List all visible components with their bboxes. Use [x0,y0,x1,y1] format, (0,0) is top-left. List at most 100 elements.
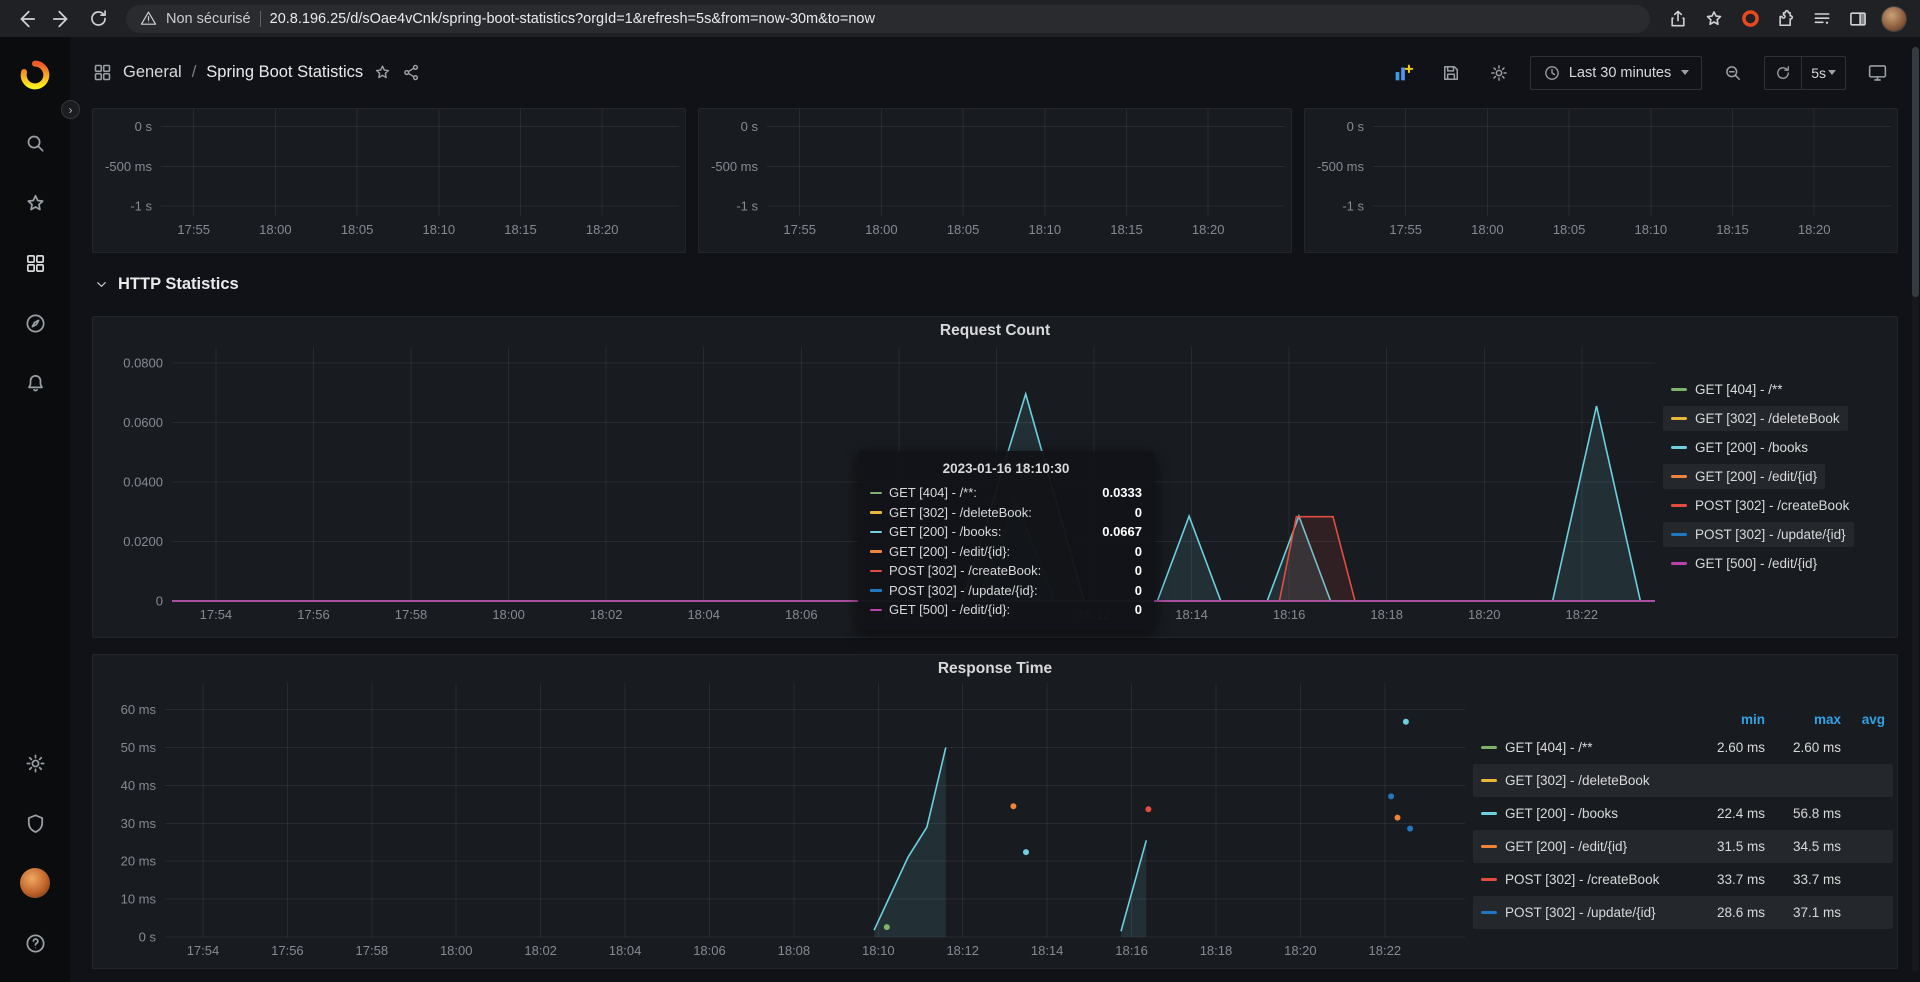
kiosk-mode-button[interactable] [1860,56,1894,90]
legend-table-row[interactable]: GET [404] - /** 2.60 ms 2.60 ms [1473,731,1893,764]
column-header-max[interactable]: max [1813,711,1841,727]
adblock-extension-button[interactable] [1734,3,1766,35]
column-header-avg[interactable]: avg [1861,711,1885,727]
series-color-marker [1671,446,1687,449]
sidebar-item-help[interactable] [0,913,70,973]
scrollbar-thumb[interactable] [1912,47,1919,297]
tooltip-series-label: GET [200] - /edit/{id}: [889,543,1011,559]
legend-item[interactable]: POST [302] - /createBook [1663,493,1857,518]
adblock-extension-icon [1741,10,1759,27]
share-dashboard-icon[interactable] [402,63,421,82]
dashboard-scroll-area[interactable]: 17:55 18:00 18:05 18:10 18:15 18:20 0 s -500 ms… [70,108,1920,982]
svg-text:18:15: 18:15 [1110,222,1143,237]
legend-table-row[interactable]: GET [200] - /edit/{id} 31.5 ms 34.5 ms [1473,830,1893,863]
svg-text:18:22: 18:22 [1566,607,1599,622]
time-range-picker[interactable]: Last 30 minutes [1529,55,1703,90]
sidebar-item-configuration[interactable] [0,733,70,793]
tooltip-series-value: 0 [1134,543,1142,559]
cut-chart-1[interactable]: 17:55 18:00 18:05 18:10 18:15 18:20 0 s -500 ms… [93,109,685,252]
breadcrumb-folder[interactable]: General [123,63,182,81]
panel-cut-1[interactable]: 17:55 18:00 18:05 18:10 18:15 18:20 0 s -500 ms… [92,108,686,253]
side-panel-button[interactable] [1842,3,1874,35]
add-panel-button[interactable] [1386,56,1420,90]
browser-reload-button[interactable] [82,3,114,35]
svg-text:17:58: 17:58 [395,607,428,622]
topnav-actions: Last 30 minutes 5s [1386,55,1894,90]
svg-text:18:22: 18:22 [1369,943,1402,958]
page-url[interactable]: 20.8.196.25/d/sOae4vCnk/spring-boot-stat… [269,10,875,27]
breadcrumb-dashboard-title[interactable]: Spring Boot Statistics [206,63,364,81]
sidebar-item-profile[interactable] [0,853,70,913]
favorite-star-icon[interactable] [373,63,392,82]
response-time-chart[interactable]: 17:54 17:56 17:58 18:00 18:02 18:04 18:06 18:08… [97,683,1473,962]
sidebar-item-dashboards[interactable] [0,233,70,293]
legend-item[interactable]: POST [302] - /update/{id} [1663,522,1854,547]
response-time-body: 17:54 17:56 17:58 18:00 18:02 18:04 18:06 18:08… [97,683,1893,962]
cut-chart-3[interactable]: 17:55 18:00 18:05 18:10 18:15 18:20 0 s -500 ms… [1305,109,1897,252]
url-bar[interactable]: Non sécurisé 20.8.196.25/d/sOae4vCnk/spr… [126,4,1650,33]
reading-list-button[interactable] [1806,3,1838,35]
series-color-marker [1671,475,1687,478]
tooltip-rows: GET [404] - /**: 0.0333 GET [302] - /delet… [870,483,1142,620]
legend-label: POST [302] - /update/{id} [1505,905,1656,920]
legend-item[interactable]: GET [302] - /deleteBook [1663,406,1848,431]
scrollbar-track[interactable] [1912,47,1919,972]
legend-table-row[interactable]: GET [200] - /books 22.4 ms 56.8 ms [1473,797,1893,830]
sidebar-item-explore[interactable] [0,293,70,353]
share-icon [1671,10,1685,26]
legend-item[interactable]: GET [200] - /edit/{id} [1663,464,1826,489]
refresh-button[interactable] [1765,57,1801,89]
help-circle-icon [25,933,45,953]
tooltip-series-value: 0 [1134,504,1142,520]
grafana-main: General / Spring Boot Statistics [70,37,1920,982]
zoom-out-button[interactable] [1716,56,1750,90]
cut-chart-2[interactable]: 17:55 18:00 18:05 18:10 18:15 18:20 0 s -500 ms… [699,109,1291,252]
legend-table-row[interactable]: POST [302] - /createBook 33.7 ms 33.7 ms [1473,863,1893,896]
section-http-statistics[interactable]: HTTP Statistics [92,253,1898,316]
legend-table-row[interactable]: GET [302] - /deleteBook [1473,764,1893,797]
svg-text:18:15: 18:15 [1716,222,1749,237]
dashboards-grid-icon [26,254,44,272]
legend-item[interactable]: GET [200] - /books [1663,435,1816,460]
sidebar-item-starred[interactable] [0,173,70,233]
svg-text:18:00: 18:00 [1471,222,1504,237]
legend-item[interactable]: GET [404] - /** [1663,377,1791,402]
svg-text:18:05: 18:05 [947,222,980,237]
browser-forward-button[interactable] [46,3,78,35]
security-label[interactable]: Non sécurisé [166,10,251,27]
sidebar-item-search[interactable] [0,113,70,173]
save-floppy-icon [1443,65,1458,80]
svg-text:10 ms: 10 ms [121,892,157,907]
sidebar-item-server-admin[interactable] [0,793,70,853]
panel-cut-3[interactable]: 17:55 18:00 18:05 18:10 18:15 18:20 0 s -500 ms… [1304,108,1898,253]
zoom-out-icon [1726,65,1741,80]
column-header-min[interactable]: min [1740,711,1765,727]
svg-text:0 s: 0 s [135,119,153,134]
svg-text:18:10: 18:10 [862,943,895,958]
browser-profile-button[interactable] [1878,3,1910,35]
browser-bookmark-button[interactable] [1698,3,1730,35]
svg-text:20 ms: 20 ms [121,854,157,869]
sidebar-item-alerting[interactable] [0,353,70,413]
dashboard-settings-button[interactable] [1482,56,1516,90]
panel-title-request-count[interactable]: Request Count [939,322,1051,339]
stat-min: 33.7 ms [1716,872,1765,887]
sidebar-expand-button[interactable]: › [61,100,80,119]
panel-cut-2[interactable]: 17:55 18:00 18:05 18:10 18:15 18:20 0 s -500 ms… [698,108,1292,253]
legend-label: GET [302] - /deleteBook [1695,411,1840,426]
legend-table-row[interactable]: POST [302] - /update/{id} 28.6 ms 37.1 ms [1473,896,1893,929]
browser-extensions-button[interactable] [1770,3,1802,35]
response-time-legend: min max avg GET [404] - /** 2.60 ms 2.60 ms GE… [1473,683,1893,962]
legend-item[interactable]: GET [500] - /edit/{id} [1663,551,1825,576]
series-color-marker [1481,911,1497,914]
save-dashboard-button[interactable] [1434,56,1468,90]
refresh-interval-dropdown[interactable]: 5s [1801,56,1845,89]
tooltip-timestamp: 2023-01-16 18:10:30 [942,461,1070,476]
grafana-logo-button[interactable] [0,37,70,113]
browser-share-button[interactable] [1662,3,1694,35]
panel-title-response-time[interactable]: Response Time [937,660,1053,677]
series-color-marker [870,511,882,514]
section-title: HTTP Statistics [118,275,239,293]
browser-back-button[interactable] [10,3,42,35]
svg-text:-500 ms: -500 ms [105,159,152,174]
